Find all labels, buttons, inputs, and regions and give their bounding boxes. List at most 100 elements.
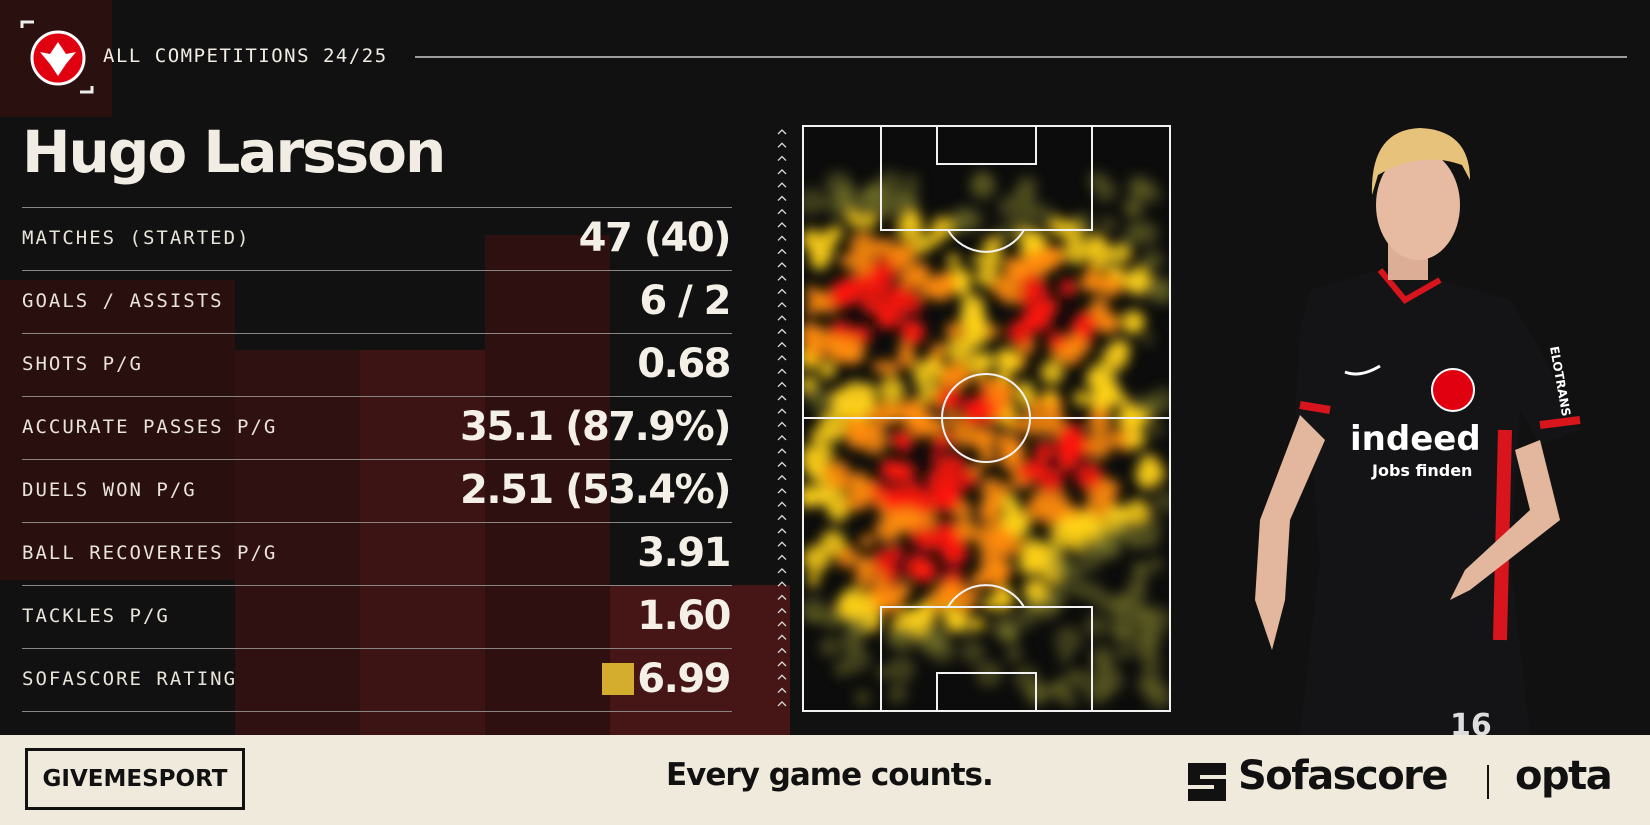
heat-spot	[1141, 333, 1154, 346]
heat-spot	[1072, 669, 1094, 692]
heat-spot	[1038, 409, 1066, 437]
heat-spot	[1120, 239, 1134, 253]
heat-spot	[982, 236, 1003, 257]
heat-spot	[937, 364, 962, 390]
stat-value: 35.1 (87.9%)	[460, 404, 731, 450]
heat-spot	[931, 342, 947, 358]
heat-spot	[986, 378, 1014, 406]
arrow	[777, 661, 787, 667]
heat-spot	[1070, 333, 1085, 348]
heat-spot	[903, 174, 920, 191]
heat-spot	[1042, 245, 1065, 268]
heat-spot	[1007, 416, 1024, 433]
heat-spot	[1001, 507, 1027, 533]
arrow	[777, 142, 787, 148]
player-name: Hugo Larsson	[22, 118, 446, 186]
heat-spot	[803, 444, 815, 458]
heat-spot	[1051, 542, 1065, 556]
heat-spot	[1147, 556, 1164, 573]
heat-spot	[960, 397, 989, 425]
stat-label: DUELS WON P/G	[22, 479, 197, 501]
arrow	[777, 328, 787, 334]
arrow	[777, 182, 787, 188]
heat-spot	[1131, 632, 1157, 659]
heat-spot	[1127, 174, 1151, 198]
heat-spot	[931, 437, 947, 452]
row-divider	[22, 207, 732, 208]
heat-spot	[982, 252, 1002, 272]
heat-spot	[1043, 389, 1058, 404]
heat-spot	[835, 193, 850, 208]
footer: GIVEMESPORT Every game counts. Sofascore…	[0, 735, 1650, 825]
heat-spot	[806, 573, 820, 587]
heat-spot	[1086, 410, 1112, 436]
heat-spot	[827, 501, 849, 523]
heat-spot	[1054, 626, 1083, 654]
heat-spot	[843, 418, 867, 441]
heat-spot	[896, 215, 923, 242]
heat-spot	[803, 187, 824, 216]
heat-spot	[1057, 428, 1078, 449]
heat-spot	[1126, 199, 1145, 218]
heat-spot	[1017, 459, 1040, 483]
slogan: Every game counts.	[666, 757, 994, 793]
heat-spot	[813, 442, 834, 463]
partner: Sofascore	[1238, 753, 1449, 799]
arrow	[777, 567, 787, 574]
heat-spot	[1023, 593, 1043, 612]
arrow	[777, 355, 787, 361]
heat-spot	[980, 495, 1000, 516]
heat-spot	[1123, 427, 1147, 450]
heat-spot	[1112, 622, 1133, 643]
heat-spot	[872, 401, 897, 427]
heat-spot	[907, 514, 922, 530]
heat-spot	[1112, 594, 1137, 618]
heat-spot	[803, 545, 830, 573]
heat-spot	[960, 303, 986, 330]
heat-spot	[958, 470, 978, 489]
heat-spot	[929, 637, 956, 664]
heat-spot	[1043, 490, 1070, 517]
arrow	[777, 368, 787, 374]
stat-value: 6 / 2	[639, 278, 731, 324]
heat-spot	[986, 324, 1000, 339]
heat-spot	[1087, 170, 1107, 190]
corner-marks	[20, 20, 94, 94]
heat-spot	[1092, 655, 1116, 679]
heat-spot	[1016, 175, 1038, 198]
arrow	[777, 235, 787, 241]
arrow	[777, 474, 787, 481]
bg-block	[0, 280, 235, 580]
heat-spot	[863, 559, 876, 573]
heat-spot	[857, 393, 876, 413]
heat-spot	[953, 273, 968, 287]
heat-spot	[1015, 381, 1035, 401]
heat-spot	[887, 246, 911, 269]
heat-spot	[818, 361, 837, 379]
heat-spot	[909, 262, 930, 283]
heat-spot	[860, 186, 880, 205]
heat-spot	[1048, 528, 1062, 541]
heat-spot	[951, 585, 978, 612]
heat-spot	[1014, 606, 1037, 630]
heat-spot	[1035, 205, 1055, 225]
arrow	[777, 168, 787, 175]
stat-label: MATCHES (STARTED)	[22, 227, 251, 249]
heat-spot	[998, 621, 1015, 638]
heat-spot	[887, 683, 908, 704]
heat-spot	[866, 422, 884, 440]
heat-spot	[828, 428, 842, 443]
heat-spot	[972, 431, 992, 452]
heat-spot	[940, 538, 969, 567]
heat-spot	[1087, 241, 1115, 269]
heat-spot	[930, 453, 943, 466]
heat-spot	[1126, 266, 1152, 293]
heat-spot	[925, 466, 954, 495]
heat-spot	[860, 275, 877, 293]
row-divider	[22, 711, 732, 712]
heat-spot	[1100, 479, 1120, 499]
heat-spot	[924, 357, 944, 377]
heat-spot	[1093, 528, 1120, 555]
heat-spot	[1019, 319, 1032, 332]
